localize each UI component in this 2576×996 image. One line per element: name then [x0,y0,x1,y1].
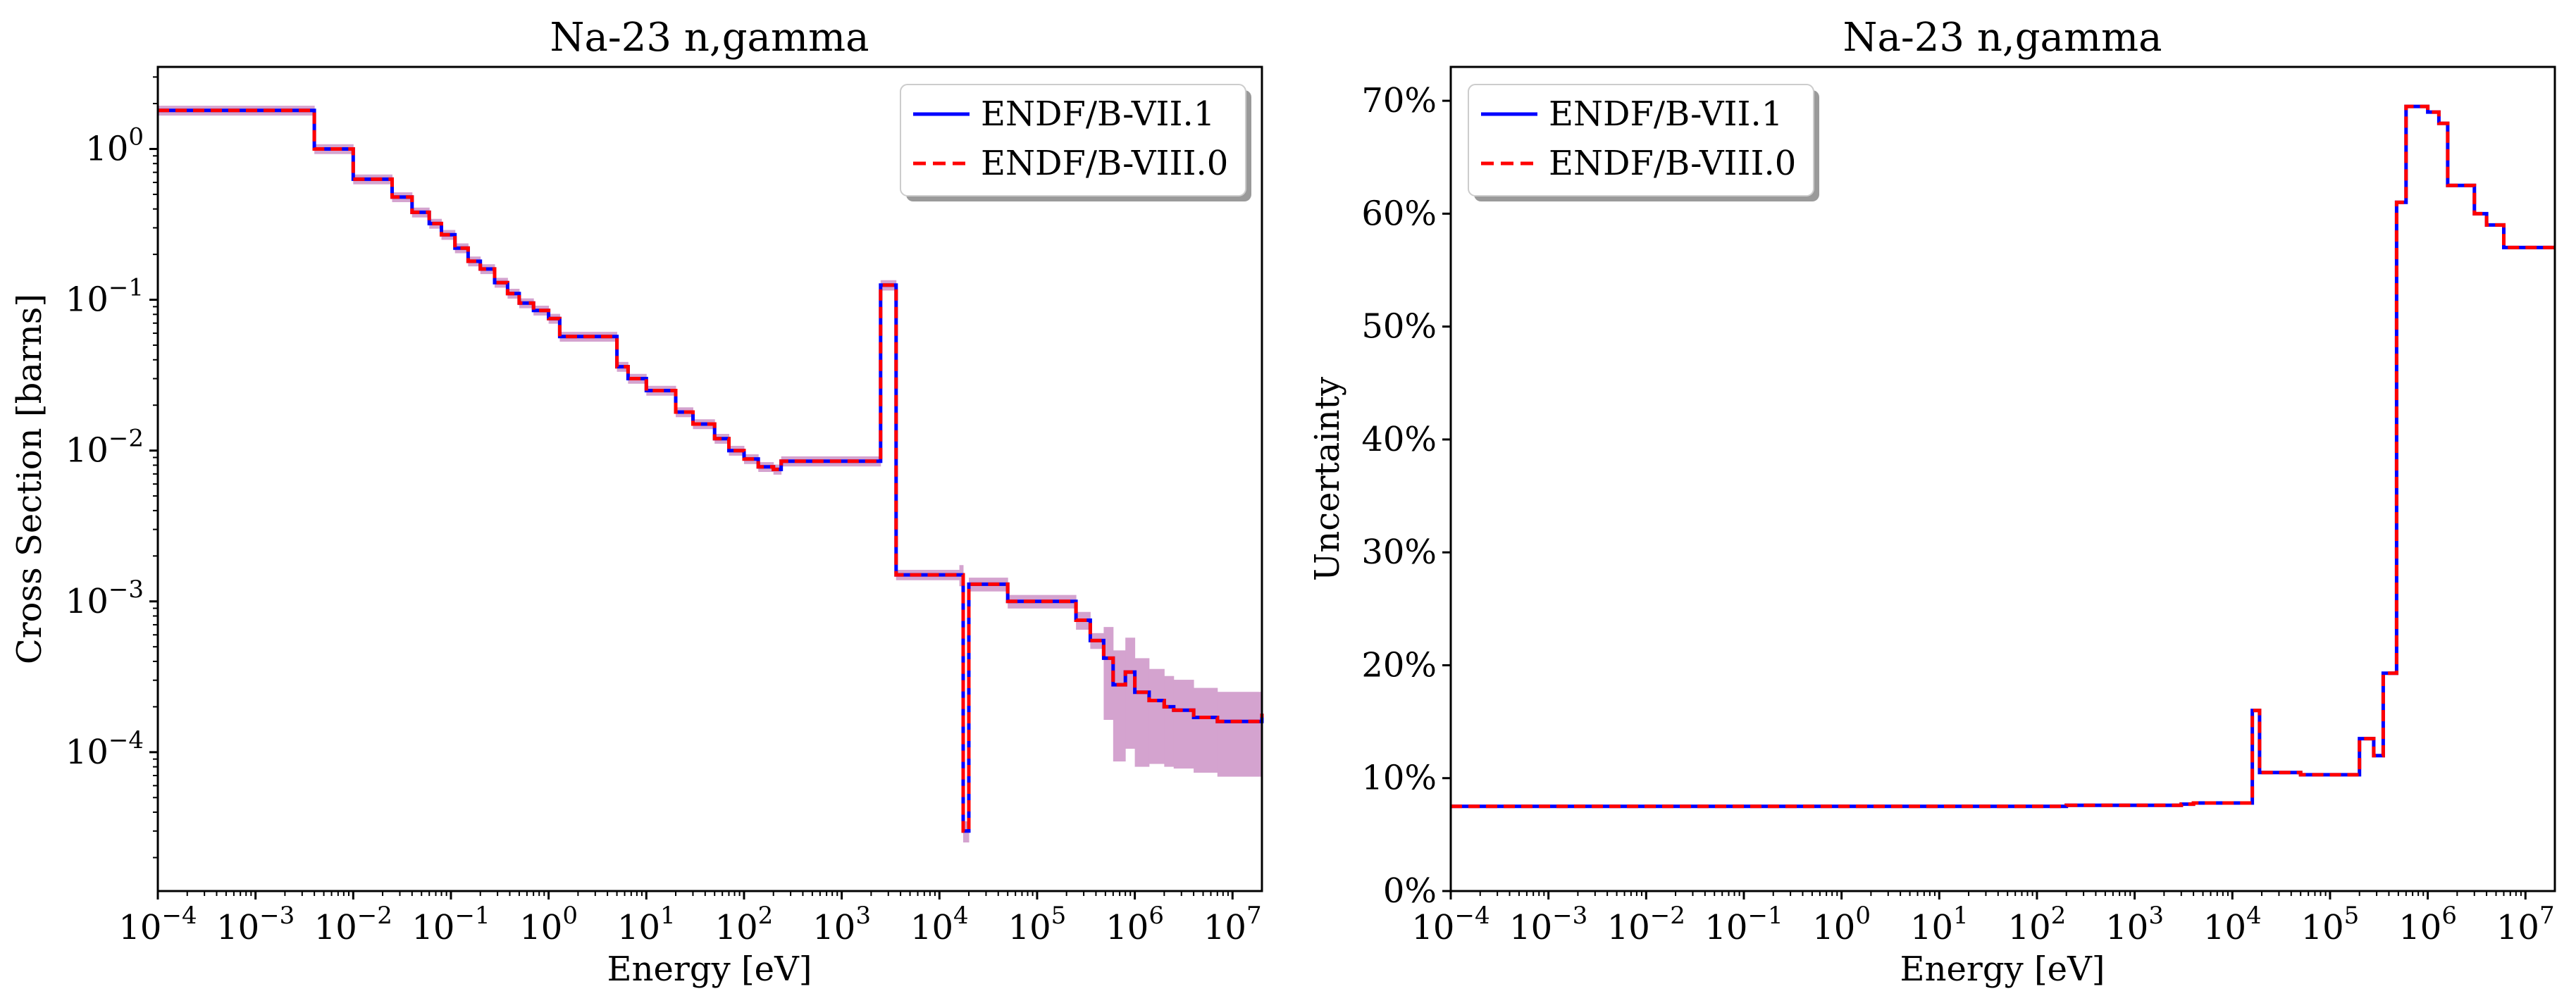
y-tick-label: 20% [1361,645,1437,685]
legend-label-endf71: ENDF/B-VII.1 [981,94,1215,134]
y-tick-label: 10% [1361,759,1437,798]
x-tick-label: 10−3 [1509,902,1587,947]
uncertainty-band-segment [1113,650,1126,762]
x-tick-label: 10−1 [411,902,490,947]
x-tick-label: 104 [910,902,969,947]
x-tick-label: 104 [2203,902,2262,947]
x-tick-label: 10−4 [118,902,197,947]
series-line-endf80 [1451,104,2555,809]
y-tick-label: 70% [1361,81,1437,120]
uncertainty-band-segment [1164,676,1175,767]
x-tick-label: 10−2 [1607,902,1685,947]
chart-title: Na-23 n,gamma [550,15,869,61]
y-tick-label: 100 [85,123,144,168]
uncertainty-band-segment [1125,637,1136,749]
cross-section-chart: 10−4 10−3 10−2 10−1 100 101 102 103 104 105 106 107… [10,15,1264,989]
x-tick-label: 106 [2398,902,2457,947]
y-tick-label: 10−2 [66,425,144,471]
axes-frame [156,66,1263,892]
y-tick-label: 10−3 [66,575,144,621]
legend: ENDF/B-VII.1 ENDF/B-VIII.0 [1468,84,1819,201]
x-axis-label: Energy [eV] [1900,950,2105,989]
y-tick-label: 60% [1361,194,1437,233]
legend-label-endf71: ENDF/B-VII.1 [1549,94,1783,134]
y-tick-label: 10−1 [66,274,144,320]
uncertainty-chart: 10−4 10−3 10−2 10−1 100 101 102 103 104 105 106 107… [1308,15,2556,989]
uncertainty-band-segment [1173,680,1194,769]
y-axis-label: Uncertainty [1308,377,1347,581]
x-tick-label: 107 [1203,902,1262,947]
series-layer [158,108,1264,833]
x-axis-label: Energy [eV] [607,950,812,989]
x-tick-label: 100 [519,902,578,947]
legend-box [1468,84,1814,197]
uncertainty-band-segment [1194,687,1218,773]
y-axis: 0% 10% 20% 30% 40% 50% 60% 70% [1361,81,1451,911]
x-tick-label: 105 [1008,902,1067,947]
x-tick-label: 103 [812,902,871,947]
uncertainty-band-segment [1134,658,1150,767]
x-axis: 10−4 10−3 10−2 10−1 100 101 102 103 104 105 106 107 [1411,891,2555,947]
x-tick-label: 101 [617,902,676,947]
x-tick-label: 103 [2105,902,2164,947]
y-axis: 10−4 10−3 10−2 10−1 100 [66,76,158,859]
y-tick-label: 10−4 [66,726,144,772]
x-tick-label: 10−2 [314,902,392,947]
legend: ENDF/B-VII.1 ENDF/B-VIII.0 [900,84,1251,201]
x-tick-label: 100 [1812,902,1871,947]
y-axis-label: Cross Section [barns] [10,294,49,664]
y-tick-label: 50% [1361,307,1437,347]
x-tick-label: 10−3 [216,902,295,947]
x-tick-label: 102 [715,902,774,947]
y-tick-label: 40% [1361,420,1437,459]
legend-box [900,84,1246,197]
plot-area [158,67,1262,891]
y-tick-label: 0% [1383,871,1437,911]
plot-area [1451,67,2555,891]
series-line-endf80 [158,108,1264,833]
x-axis: 10−4 10−3 10−2 10−1 100 101 102 103 104 105 106 107 [118,891,1262,947]
x-tick-label: 101 [1910,902,1969,947]
x-tick-label: 106 [1106,902,1164,947]
series-layer [1451,104,2555,809]
x-tick-label: 107 [2496,902,2555,947]
uncertainty-band-segment [1148,668,1165,764]
chart-title: Na-23 n,gamma [1843,15,2162,61]
legend-label-endf80: ENDF/B-VIII.0 [981,144,1228,183]
uncertainty-band-segment [1217,692,1263,777]
x-tick-label: 102 [2008,902,2067,947]
x-tick-label: 10−1 [1704,902,1783,947]
legend-label-endf80: ENDF/B-VIII.0 [1549,144,1796,183]
uncertainty-band-segment [1103,627,1114,720]
x-tick-label: 105 [2301,902,2360,947]
x-tick-label: 10−4 [1411,902,1490,947]
y-tick-label: 30% [1361,533,1437,572]
axes-frame [1449,66,2556,892]
